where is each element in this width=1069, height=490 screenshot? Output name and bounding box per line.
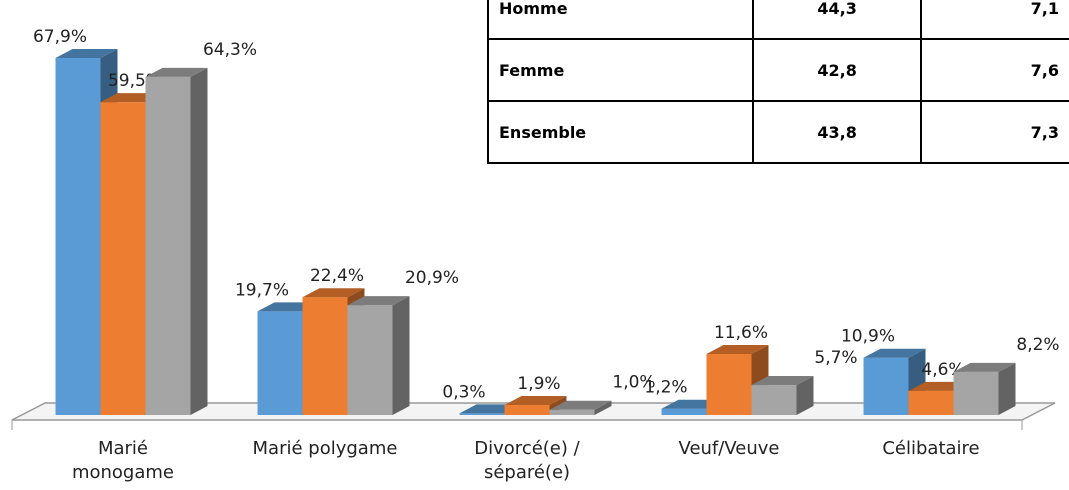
x-tick-label: Célibataire (882, 438, 980, 459)
bar-top (863, 348, 926, 358)
data-label: 1,2% (644, 378, 687, 398)
x-tick-label: Veuf/Veuve (678, 438, 780, 459)
data-label: 1,9% (517, 374, 560, 394)
bar-top (706, 345, 769, 355)
x-tick-label: Divorcé(e) / séparé(e) (474, 438, 580, 483)
bar (549, 409, 595, 415)
bar-top (347, 296, 410, 306)
bar-side (796, 376, 814, 415)
bar (347, 305, 393, 415)
bar (459, 413, 505, 415)
table-cell: 43,8 (751, 100, 923, 164)
bar-top (953, 362, 1016, 372)
bar-top (145, 67, 208, 77)
bar-top (751, 376, 814, 386)
table-cell: 42,8 (751, 38, 923, 102)
table-row: Ensemble 43,8 7,3 (487, 100, 1069, 164)
bar-side (392, 296, 410, 415)
data-label: 5,7% (814, 348, 857, 368)
data-label: 8,2% (1016, 335, 1059, 355)
bar-top (302, 288, 365, 298)
table-cell: 7,6 (920, 38, 1069, 102)
data-label: 10,9% (841, 327, 895, 347)
table-cell: Femme (487, 38, 754, 102)
data-label: 20,9% (405, 268, 459, 288)
table-cell: 44,3 (751, 0, 923, 40)
x-tick-label: Marié polygame (252, 438, 398, 459)
bar-top (549, 400, 612, 410)
bar (661, 408, 707, 415)
data-label: 1,0% (612, 373, 655, 393)
bar-side (190, 67, 208, 416)
bar (863, 357, 909, 415)
table-cell: 7,3 (920, 100, 1069, 164)
data-label: 22,4% (310, 266, 364, 286)
bar (908, 390, 954, 415)
data-label: 64,3% (203, 40, 257, 60)
bar (302, 297, 348, 415)
bar-side (998, 362, 1016, 415)
data-label: 67,9% (33, 27, 87, 47)
table-cell: Ensemble (487, 100, 754, 164)
table-cell: 7,1 (920, 0, 1069, 40)
data-label: 11,6% (714, 323, 768, 343)
bar-side (594, 400, 612, 415)
data-label: 19,7% (235, 280, 289, 300)
bar (953, 371, 999, 415)
table-row: Homme 44,3 7,1 (487, 0, 1069, 40)
bar (504, 405, 550, 415)
bar (751, 385, 797, 415)
x-tick-label: Marié monogame (71, 438, 175, 483)
table-row: Femme 42,8 7,6 (487, 38, 1069, 102)
bar (55, 58, 101, 415)
table-cell: Homme (487, 0, 754, 40)
bar (257, 311, 303, 415)
bar-top (504, 396, 567, 406)
bar-top (55, 49, 118, 58)
bar (100, 102, 146, 415)
data-table: Homme 44,3 7,1 Femme 42,8 7,6 Ensemble 43,8 7,3 (487, 0, 1069, 164)
bar (706, 354, 752, 415)
data-label: 0,3% (442, 382, 485, 402)
bar (145, 76, 191, 416)
